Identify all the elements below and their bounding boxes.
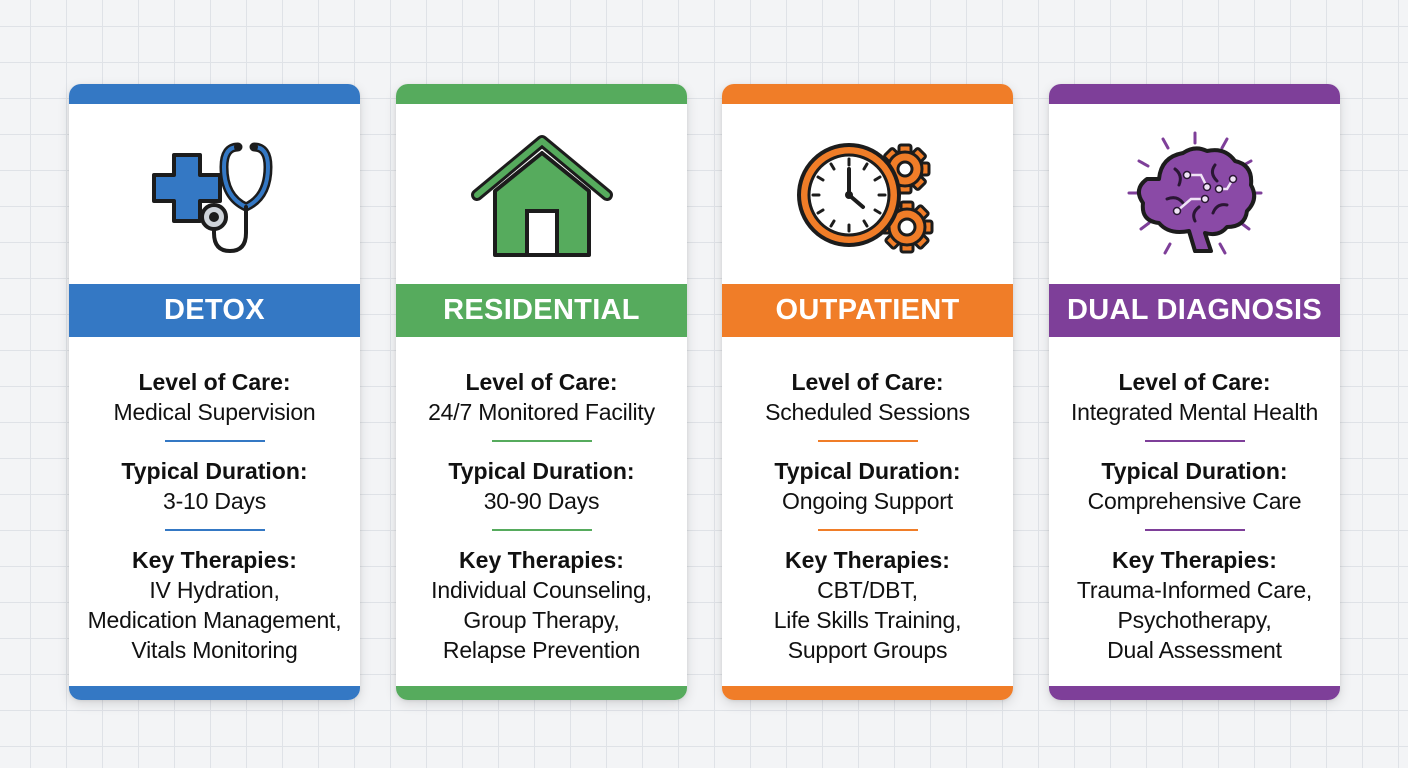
care-label: Level of Care: (138, 369, 291, 395)
card-title: OUTPATIENT (722, 284, 1013, 337)
therapy-item: Dual Assessment (1107, 637, 1282, 663)
divider (491, 440, 592, 442)
therapy-item: Support Groups (787, 637, 948, 663)
therapy-item: Medication Management, (87, 607, 342, 633)
therapy-item: Individual Counseling, (431, 577, 652, 603)
duration-label: Typical Duration: (121, 458, 308, 484)
therapy-item: Relapse Prevention (442, 637, 641, 663)
duration-value: 30-90 Days (483, 488, 600, 514)
divider (164, 529, 265, 531)
medical-cross-stethoscope-icon (69, 124, 360, 274)
duration-value: Ongoing Support (782, 488, 953, 514)
divider (491, 529, 592, 531)
therapies-label: Key Therapies: (1112, 547, 1277, 573)
duration-label: Typical Duration: (448, 458, 635, 484)
therapy-item: CBT/DBT, (817, 577, 918, 603)
therapies-label: Key Therapies: (785, 547, 950, 573)
duration-value: Comprehensive Care (1087, 488, 1302, 514)
brain-circuit-icon (1049, 124, 1340, 274)
card-dual-diagnosis: DUAL DIAGNOSIS Level of Care: Integrated… (1049, 84, 1340, 700)
card-top-bar (1049, 84, 1340, 104)
card-body: Level of Care: Medical Supervision Typic… (69, 367, 360, 665)
therapy-item: IV Hydration, (149, 577, 280, 603)
card-title: RESIDENTIAL (396, 284, 687, 337)
card-top-bar (722, 84, 1013, 104)
divider (817, 440, 918, 442)
care-label: Level of Care: (465, 369, 618, 395)
therapy-item: Psychotherapy, (1117, 607, 1272, 633)
divider (164, 440, 265, 442)
duration-value: 3-10 Days (162, 488, 267, 514)
divider (1144, 529, 1245, 531)
divider (817, 529, 918, 531)
card-top-bar (69, 84, 360, 104)
card-residential: RESIDENTIAL Level of Care: 24/7 Monitore… (396, 84, 687, 700)
clock-gears-icon (722, 124, 1013, 274)
care-value: 24/7 Monitored Facility (428, 399, 655, 425)
care-label: Level of Care: (1118, 369, 1271, 395)
duration-label: Typical Duration: (774, 458, 961, 484)
divider (1144, 440, 1245, 442)
card-outpatient: OUTPATIENT Level of Care: Scheduled Sess… (722, 84, 1013, 700)
therapy-item: Trauma-Informed Care, (1076, 577, 1313, 603)
card-title: DUAL DIAGNOSIS (1049, 284, 1340, 337)
care-value: Medical Supervision (113, 399, 316, 425)
card-bottom-bar (69, 686, 360, 700)
card-bottom-bar (722, 686, 1013, 700)
care-value: Integrated Mental Health (1070, 399, 1319, 425)
therapy-item: Vitals Monitoring (131, 637, 298, 663)
card-bottom-bar (396, 686, 687, 700)
card-title: DETOX (69, 284, 360, 337)
card-body: Level of Care: 24/7 Monitored Facility T… (396, 367, 687, 665)
card-top-bar (396, 84, 687, 104)
therapies-label: Key Therapies: (459, 547, 624, 573)
care-value: Scheduled Sessions (765, 399, 970, 425)
therapy-item: Life Skills Training, (773, 607, 962, 633)
card-body: Level of Care: Integrated Mental Health … (1049, 367, 1340, 665)
duration-label: Typical Duration: (1101, 458, 1288, 484)
house-icon (396, 124, 687, 274)
card-bottom-bar (1049, 686, 1340, 700)
care-label: Level of Care: (791, 369, 944, 395)
therapy-item: Group Therapy, (463, 607, 620, 633)
therapies-label: Key Therapies: (132, 547, 297, 573)
card-body: Level of Care: Scheduled Sessions Typica… (722, 367, 1013, 665)
card-detox: DETOX Level of Care: Medical Supervision… (69, 84, 360, 700)
